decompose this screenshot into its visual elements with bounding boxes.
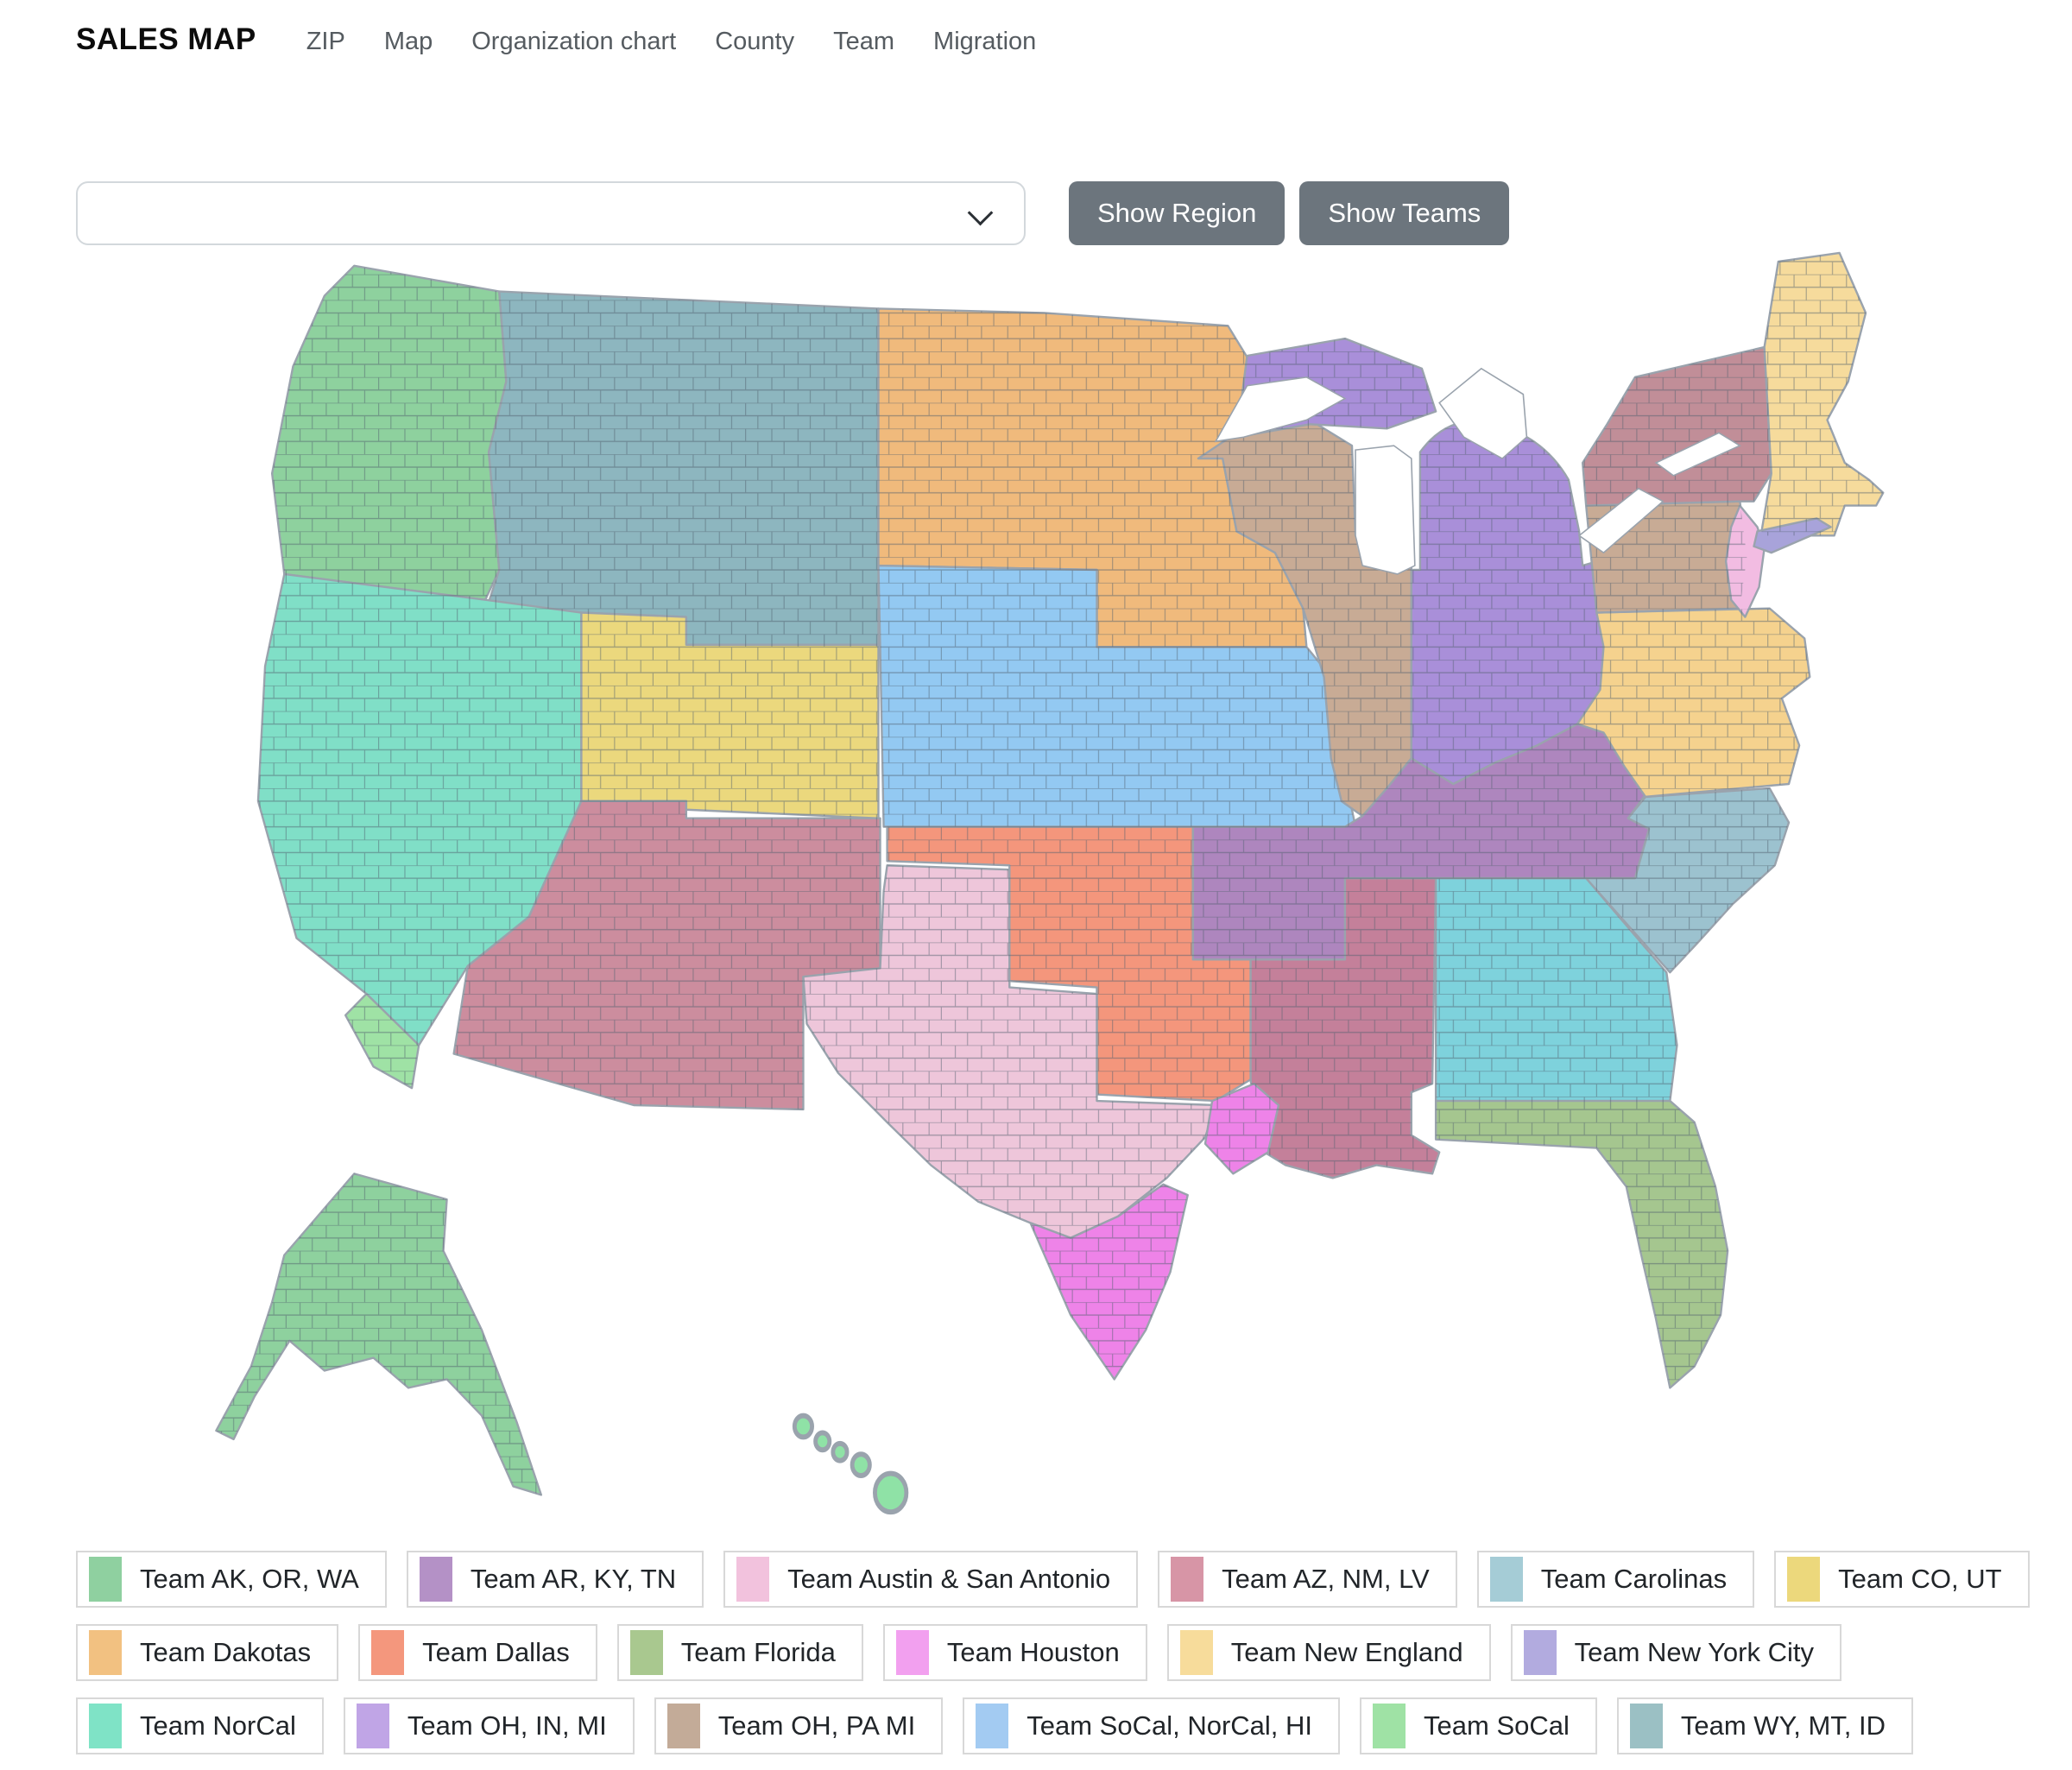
legend-swatch [371, 1630, 405, 1675]
legend-label: Team Dallas [422, 1637, 570, 1667]
legend-swatch [976, 1704, 1009, 1748]
legend-label: Team Austin & San Antonio [787, 1564, 1111, 1594]
lake-michigan [1355, 446, 1415, 574]
legend-label: Team AK, OR, WA [140, 1564, 359, 1594]
map-region-hi[interactable] [792, 1413, 909, 1515]
lake-huron [1439, 369, 1526, 458]
legend-label: Team Carolinas [1540, 1564, 1728, 1594]
legend-item[interactable]: Team CO, UT [1774, 1551, 2030, 1608]
legend-swatch [736, 1557, 770, 1602]
legend-swatch [666, 1704, 700, 1748]
legend-item[interactable]: Team Austin & San Antonio [723, 1551, 1139, 1608]
main-nav: ZIP Map Organization chart County Team M… [306, 28, 1037, 56]
legend-swatch [629, 1630, 663, 1675]
legend-item[interactable]: Team AZ, NM, LV [1158, 1551, 1457, 1608]
legend-swatch [419, 1557, 452, 1602]
legend-label: Team Florida [680, 1637, 836, 1667]
legend-item[interactable]: Team Carolinas [1476, 1551, 1755, 1608]
legend-item[interactable]: Team OH, PA MI [654, 1697, 944, 1754]
legend-label: Team SoCal, NorCal, HI [1027, 1710, 1313, 1741]
nav-organization-chart[interactable]: Organization chart [471, 28, 677, 55]
legend-label: Team Dakotas [140, 1637, 312, 1667]
legend-swatch [89, 1630, 122, 1675]
legend-swatch [1179, 1630, 1213, 1675]
legend-label: Team New York City [1574, 1637, 1814, 1667]
legend-item[interactable]: Team WY, MT, ID [1616, 1697, 1914, 1754]
legend-item[interactable]: Team New England [1166, 1624, 1491, 1681]
legend-swatch [356, 1704, 389, 1748]
team-legend: Team AK, OR, WA Team AR, KY, TN Team Austi… [76, 1551, 2030, 1770]
legend-swatch [89, 1557, 122, 1602]
legend-label: Team AZ, NM, LV [1222, 1564, 1430, 1594]
app-header: SALES MAP ZIP Map Organization chart Cou… [76, 22, 1036, 57]
legend-swatch [1523, 1630, 1557, 1675]
legend-swatch [1629, 1704, 1663, 1748]
legend-item[interactable]: Team OH, IN, MI [343, 1697, 635, 1754]
legend-label: Team New England [1230, 1637, 1463, 1667]
legend-swatch [895, 1630, 929, 1675]
lake-superior [1216, 377, 1345, 441]
nav-map[interactable]: Map [383, 28, 433, 55]
nav-zip[interactable]: ZIP [306, 28, 345, 55]
legend-item[interactable]: Team Dallas [358, 1624, 597, 1681]
legend-row-2: Team Dakotas Team Dallas Team Florida Team … [76, 1624, 2030, 1681]
legend-swatch [1171, 1557, 1204, 1602]
legend-label: Team WY, MT, ID [1680, 1710, 1886, 1741]
nav-team[interactable]: Team [833, 28, 895, 55]
region-select[interactable] [76, 181, 1026, 245]
legend-label: Team OH, IN, MI [407, 1710, 607, 1741]
legend-swatch [1373, 1704, 1406, 1748]
legend-label: Team CO, UT [1838, 1564, 2002, 1594]
chevron-down-icon [967, 199, 994, 226]
legend-label: Team Houston [946, 1637, 1120, 1667]
legend-item[interactable]: Team Houston [882, 1624, 1147, 1681]
county-borders-texture [216, 252, 1884, 1495]
lake-ontario [1656, 433, 1740, 476]
legend-item[interactable]: Team SoCal [1360, 1697, 1597, 1754]
legend-label: Team OH, PA MI [717, 1710, 916, 1741]
legend-label: Team SoCal [1424, 1710, 1570, 1741]
legend-row-1: Team AK, OR, WA Team AR, KY, TN Team Austi… [76, 1551, 2030, 1608]
us-sales-map [111, 238, 1906, 1515]
legend-label: Team AR, KY, TN [470, 1564, 677, 1594]
nav-migration[interactable]: Migration [933, 28, 1037, 55]
nav-county[interactable]: County [715, 28, 795, 55]
legend-label: Team NorCal [140, 1710, 296, 1741]
legend-swatch [1787, 1557, 1821, 1602]
legend-item[interactable]: Team AK, OR, WA [76, 1551, 387, 1608]
legend-item[interactable]: Team AR, KY, TN [406, 1551, 704, 1608]
legend-item[interactable]: Team Dakotas [76, 1624, 339, 1681]
legend-swatch [89, 1704, 122, 1748]
lake-erie [1579, 489, 1663, 553]
map-container [111, 238, 1906, 1523]
show-teams-button[interactable]: Show Teams [1299, 181, 1510, 245]
legend-row-3: Team NorCal Team OH, IN, MI Team OH, PA MI… [76, 1697, 2030, 1754]
show-region-button[interactable]: Show Region [1069, 181, 1286, 245]
legend-item[interactable]: Team SoCal, NorCal, HI [963, 1697, 1341, 1754]
legend-swatch [1489, 1557, 1523, 1602]
legend-item[interactable]: Team Florida [616, 1624, 863, 1681]
legend-item[interactable]: Team NorCal [76, 1697, 324, 1754]
page-title: SALES MAP [76, 22, 256, 56]
controls-bar: Show Region Show Teams [76, 181, 1524, 245]
legend-item[interactable]: Team New York City [1510, 1624, 1841, 1681]
